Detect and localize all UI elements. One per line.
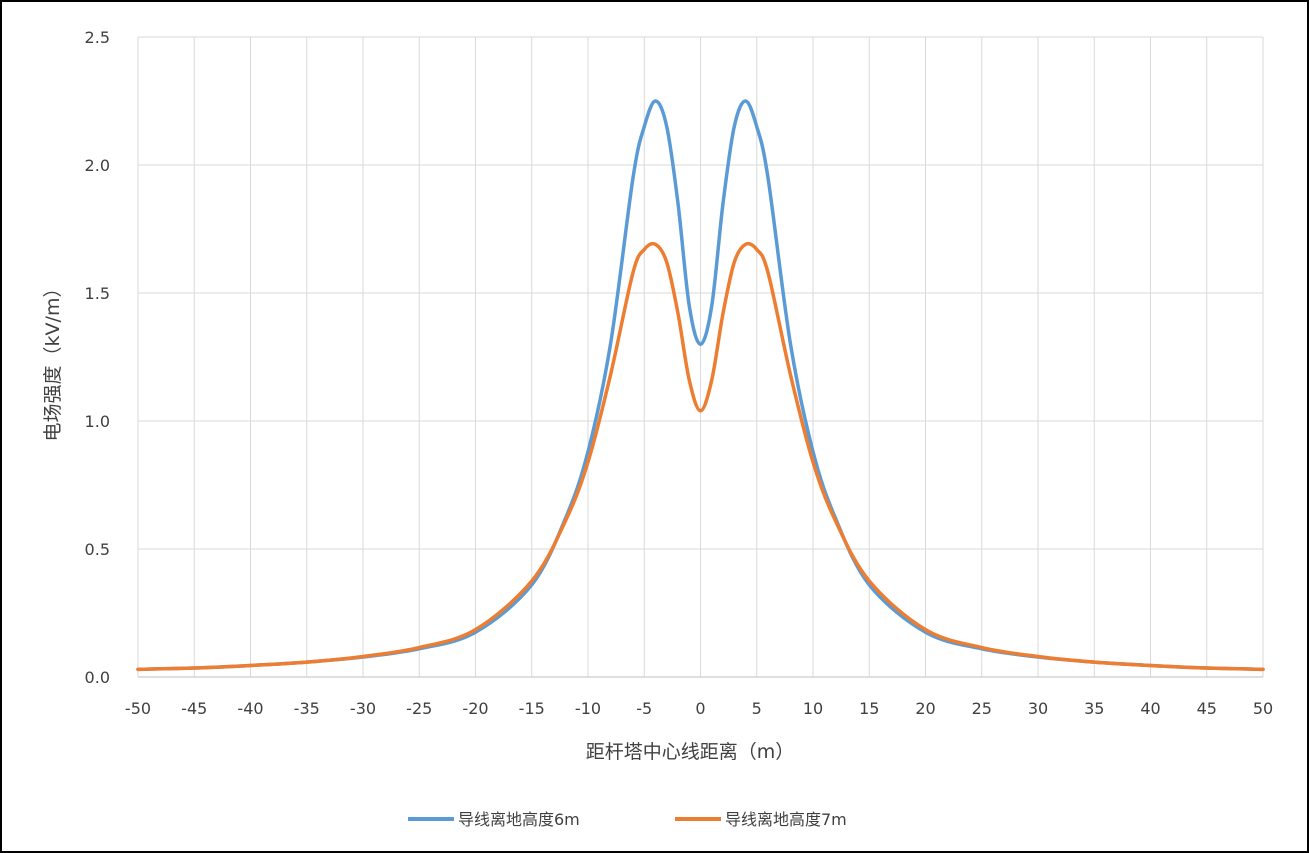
- x-tick-label: -5: [636, 699, 652, 718]
- x-tick-label: -25: [406, 699, 432, 718]
- y-axis-title: 电场强度（kV/m）: [42, 279, 64, 442]
- y-tick-label: 2.5: [85, 28, 110, 47]
- legend: 导线离地高度6m 导线离地高度7m: [408, 810, 847, 829]
- x-tick-label: 25: [972, 699, 992, 718]
- x-tick-label: 30: [1028, 699, 1048, 718]
- series-line-1: [136, 99, 1265, 672]
- x-tick-label: -50: [125, 699, 151, 718]
- x-tick-label: -40: [237, 699, 263, 718]
- x-tick-labels: -50 -45 -40 -35 -30 -25 -20 -15 -10 -5 0 5 10 15 20 25 3…: [125, 699, 1273, 718]
- x-axis-title: 距杆塔中心线距离（m）: [586, 741, 795, 763]
- y-tick-label: 0.0: [85, 668, 110, 687]
- x-tick-label: 40: [1140, 699, 1160, 718]
- legend-label-series-1: 导线离地高度6m: [458, 810, 580, 829]
- x-tick-label: -15: [519, 699, 545, 718]
- y-tick-label: 2.0: [85, 156, 110, 175]
- x-tick-label: 20: [915, 699, 935, 718]
- y-tick-label: 1.5: [85, 284, 110, 303]
- grid: [137, 36, 1264, 677]
- series-lines: [136, 99, 1265, 672]
- x-tick-label: 50: [1253, 699, 1273, 718]
- x-tick-label: 10: [803, 699, 823, 718]
- x-tick-label: 5: [752, 699, 762, 718]
- series-line-2: [136, 241, 1265, 672]
- x-tick-label: -35: [294, 699, 320, 718]
- x-tick-label: 45: [1197, 699, 1217, 718]
- x-tick-label: 15: [859, 699, 879, 718]
- legend-label-series-2: 导线离地高度7m: [725, 810, 847, 829]
- x-tick-label: 0: [695, 699, 705, 718]
- x-tick-label: -10: [575, 699, 601, 718]
- x-tick-label: -30: [350, 699, 376, 718]
- y-tick-labels: 0.0 0.5 1.0 1.5 2.0 2.5: [85, 28, 110, 687]
- x-tick-label: -20: [462, 699, 488, 718]
- x-tick-label: -45: [181, 699, 207, 718]
- x-tick-label: 35: [1084, 699, 1104, 718]
- y-tick-label: 0.5: [85, 540, 110, 559]
- y-tick-label: 1.0: [85, 412, 110, 431]
